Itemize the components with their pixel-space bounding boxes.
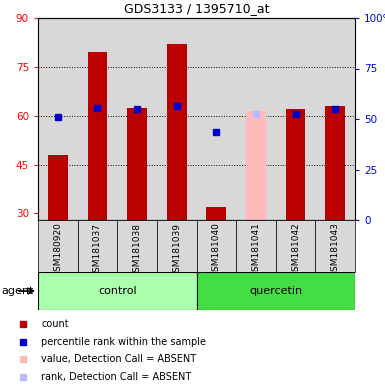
Text: GSM181042: GSM181042 — [291, 223, 300, 277]
Text: control: control — [98, 286, 137, 296]
Bar — [196, 18, 236, 220]
Text: quercetin: quercetin — [249, 286, 302, 296]
FancyBboxPatch shape — [276, 220, 315, 272]
Bar — [276, 18, 315, 220]
Bar — [286, 109, 305, 220]
Text: value, Detection Call = ABSENT: value, Detection Call = ABSENT — [41, 354, 196, 364]
FancyBboxPatch shape — [38, 272, 196, 310]
Bar — [48, 155, 68, 220]
Text: rank, Detection Call = ABSENT: rank, Detection Call = ABSENT — [41, 372, 191, 382]
Bar — [167, 44, 187, 220]
FancyBboxPatch shape — [315, 220, 355, 272]
Bar — [38, 18, 78, 220]
Text: GSM181039: GSM181039 — [172, 223, 181, 278]
Text: count: count — [41, 319, 69, 329]
Bar — [87, 52, 107, 220]
Bar — [325, 106, 345, 220]
Bar — [157, 18, 196, 220]
Bar — [117, 18, 157, 220]
Text: percentile rank within the sample: percentile rank within the sample — [41, 337, 206, 347]
FancyBboxPatch shape — [117, 220, 157, 272]
Bar — [315, 18, 355, 220]
Text: GSM181037: GSM181037 — [93, 223, 102, 278]
Bar — [78, 18, 117, 220]
FancyBboxPatch shape — [78, 220, 117, 272]
Bar — [236, 18, 276, 220]
FancyBboxPatch shape — [196, 272, 355, 310]
Title: GDS3133 / 1395710_at: GDS3133 / 1395710_at — [124, 2, 269, 15]
FancyBboxPatch shape — [196, 220, 236, 272]
FancyBboxPatch shape — [236, 220, 276, 272]
Text: GSM181041: GSM181041 — [251, 223, 260, 278]
Bar — [246, 111, 266, 220]
Text: agent: agent — [2, 286, 34, 296]
Text: GSM181043: GSM181043 — [331, 223, 340, 278]
Text: GSM181040: GSM181040 — [212, 223, 221, 278]
Bar — [206, 207, 226, 220]
FancyBboxPatch shape — [38, 220, 78, 272]
Bar — [127, 108, 147, 220]
FancyBboxPatch shape — [157, 220, 196, 272]
Text: GSM181038: GSM181038 — [132, 223, 142, 278]
Text: GSM180920: GSM180920 — [53, 223, 62, 278]
